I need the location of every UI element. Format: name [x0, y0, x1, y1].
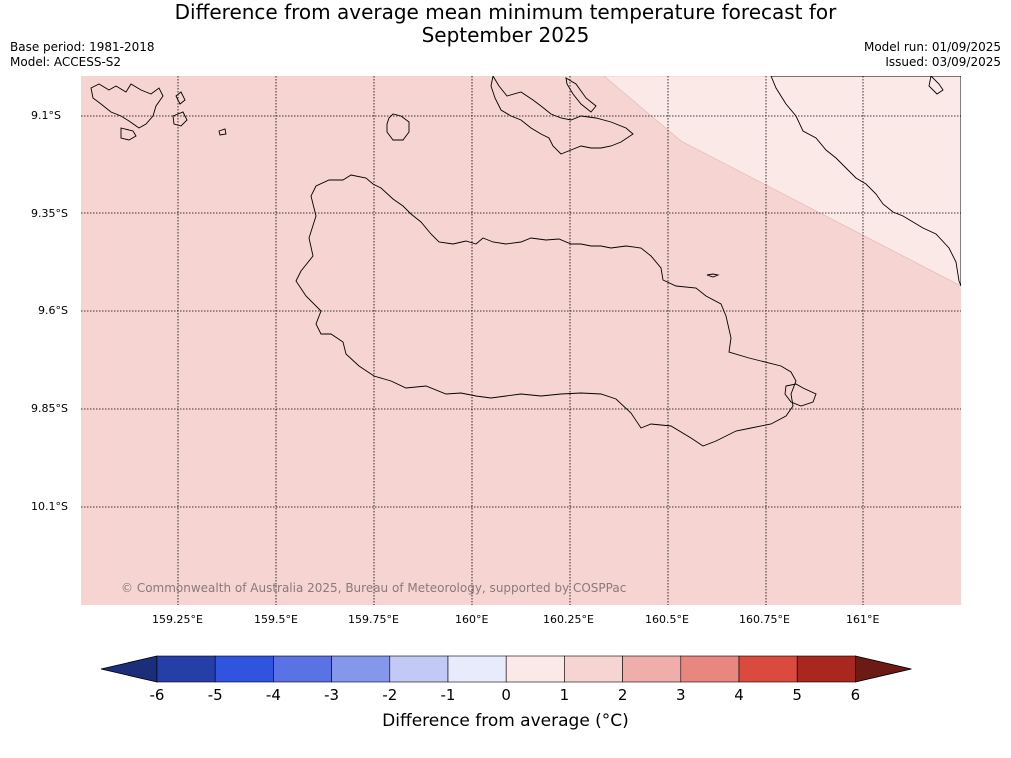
model-name: Model: ACCESS-S2	[10, 55, 122, 69]
colorbar-tick-label: 5	[792, 686, 802, 704]
coast-small-island	[386, 113, 410, 141]
colorbar-segment	[273, 655, 332, 683]
colorbar-segment	[389, 655, 449, 683]
model-run: Model run: 01/09/2025	[863, 40, 1001, 54]
title-line-1: Difference from average mean minimum tem…	[174, 0, 837, 24]
base-period: Base period: 1981-2018	[10, 40, 155, 54]
map-panel: © Commonwealth of Australia 2025, Bureau…	[81, 76, 961, 605]
colorbar-under-arrow	[100, 655, 158, 683]
colorbar-label: Difference from average (°C)	[382, 711, 629, 731]
lat-label-9-85: 9.85°S	[31, 402, 68, 415]
coastlines	[90, 76, 961, 447]
lat-label-9-1: 9.1°S	[31, 109, 61, 122]
map-canvas: © Commonwealth of Australia 2025, Bureau…	[81, 76, 961, 605]
colorbar-segment	[214, 655, 274, 683]
colorbar-segment	[622, 655, 682, 683]
coast-malaita	[770, 76, 961, 287]
colorbar-tick-label: 3	[676, 686, 686, 704]
coast-malaita-north	[928, 76, 944, 95]
coast-islet-southeast	[784, 383, 817, 407]
coast-florida-islands-2	[565, 77, 597, 113]
coast-guadalcanal	[295, 174, 797, 447]
colorbar-tick-label: -6	[150, 686, 165, 704]
meta-left: Base period: 1981-2018 Model: ACCESS-S2	[10, 40, 155, 70]
coast-northwest-islands-5	[175, 91, 186, 105]
lat-label-9-6: 9.6°S	[38, 304, 68, 317]
coast-northwest-islands-3	[172, 111, 188, 127]
lat-label-9-35: 9.35°S	[31, 207, 68, 220]
lon-label-159-5: 159.5°E	[254, 613, 298, 626]
title-line-2: September 2025	[421, 23, 590, 47]
colorbar-tick-label: 2	[618, 686, 628, 704]
map-title: Difference from average mean minimum tem…	[0, 1, 1011, 47]
coast-northwest-islands-4	[218, 128, 227, 136]
colorbar-tick-label: -4	[266, 686, 281, 704]
copyright-notice: © Commonwealth of Australia 2025, Bureau…	[121, 581, 626, 595]
lat-label-10-1: 10.1°S	[31, 500, 68, 513]
coast-florida-islands-1	[490, 76, 634, 155]
colorbar-over-arrow	[855, 655, 912, 683]
lon-label-159-75: 159.75°E	[348, 613, 399, 626]
lon-label-160-5: 160.5°E	[645, 613, 689, 626]
colorbar-tick-label: -2	[382, 686, 397, 704]
colorbar-tick-label: -5	[208, 686, 223, 704]
lon-label-160-25: 160.25°E	[543, 613, 594, 626]
lon-label-159-25: 159.25°E	[152, 613, 203, 626]
colorbar-tick-label: 1	[560, 686, 570, 704]
colorbar-segment	[796, 655, 856, 683]
issued-date: Issued: 03/09/2025	[885, 55, 1001, 69]
colorbar-segment	[680, 655, 740, 683]
colorbar-tick-label: 4	[734, 686, 744, 704]
colorbar-tick-label: -1	[441, 686, 456, 704]
colorbar-segment	[156, 655, 216, 683]
colorbar-tick-label: -3	[324, 686, 339, 704]
colorbar-segment	[447, 655, 507, 683]
meta-right: Model run: 01/09/2025 Issued: 03/09/2025	[864, 40, 1001, 70]
anomaly-fill-upper-right	[603, 76, 961, 287]
lon-label-160: 160°E	[455, 613, 489, 626]
coast-northwest-islands-1	[90, 83, 164, 129]
colorbar: -6 -5 -4 -3 -2 -1 0 1 2 3 4 5 6	[100, 655, 912, 704]
coast-northwest-islands-2	[120, 127, 137, 141]
lon-label-161: 161°E	[846, 613, 880, 626]
coast-islet-east	[706, 273, 720, 278]
colorbar-ticks: -6 -5 -4 -3 -2 -1 0 1 2 3 4 5 6	[150, 686, 861, 704]
colorbar-tick-label: 0	[501, 686, 511, 704]
colorbar-segment	[331, 655, 391, 683]
colorbar-segment	[738, 655, 798, 683]
lon-label-160-75: 160.75°E	[739, 613, 790, 626]
colorbar-segment	[505, 655, 565, 683]
colorbar-tick-label: 6	[851, 686, 861, 704]
colorbar-segments	[100, 655, 912, 683]
graticule	[81, 76, 961, 605]
colorbar-segment	[564, 655, 623, 683]
